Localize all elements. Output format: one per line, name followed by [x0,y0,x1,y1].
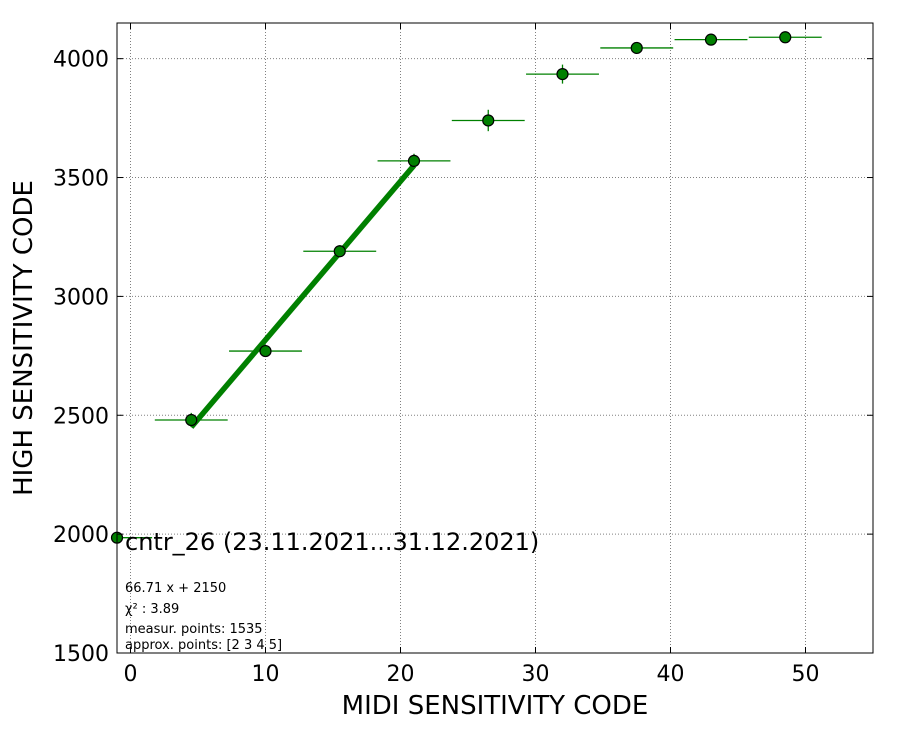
grid [117,23,873,654]
annotation-approx-points: approx. points: [2 3 4 5] [125,638,282,653]
y-tick-label: 2500 [53,404,109,429]
fit-line-layer [189,163,417,429]
data-point [185,413,198,427]
data-point-group [748,31,822,44]
annotation-fit-equation: 66.71 x + 2150 [125,581,226,596]
x-tick-label: 20 [387,662,415,687]
data-point-group [229,344,302,358]
y-tick-label: 3000 [53,285,109,310]
data-point [333,245,346,258]
data-points-layer [110,31,822,544]
data-point [407,154,421,167]
x-tick-label: 50 [792,662,820,687]
plot-frame [116,22,874,654]
legend-series-label: cntr_26 (23.11.2021...31.12.2021) [125,528,539,556]
x-tick-label: 40 [657,662,685,687]
data-point [482,114,495,127]
x-tick-label: 0 [124,662,138,687]
y-tick-label: 4000 [53,48,109,73]
data-point [259,344,272,358]
x-axis-label: MIDI SENSITIVITY CODE [342,691,649,721]
data-point-group [154,412,228,428]
data-point [704,33,718,46]
y-tick-label: 2000 [53,523,109,548]
fit-line [189,163,417,429]
ticks-layer: 0 10 20 30 40 50 1500 2000 2500 3000 3500 4000 [53,23,873,687]
annotation-measured-points: measur. points: 1535 [125,622,263,637]
x-tick-label: 30 [522,662,550,687]
data-point [556,68,569,81]
annotation-chi-squared: χ² : 3.89 [125,602,179,617]
data-point-group [377,153,451,169]
data-point-group [600,41,674,55]
y-tick-label: 1500 [53,642,109,667]
data-point-group [526,64,599,84]
x-tick-label: 10 [252,662,280,687]
data-point-group [303,245,377,258]
data-point-group [451,109,525,132]
y-tick-label: 3500 [53,167,109,192]
y-axis-label: HIGH SENSITIVITY CODE [9,180,39,496]
data-point-group [674,33,748,46]
data-point [779,31,792,44]
data-point [630,41,643,55]
